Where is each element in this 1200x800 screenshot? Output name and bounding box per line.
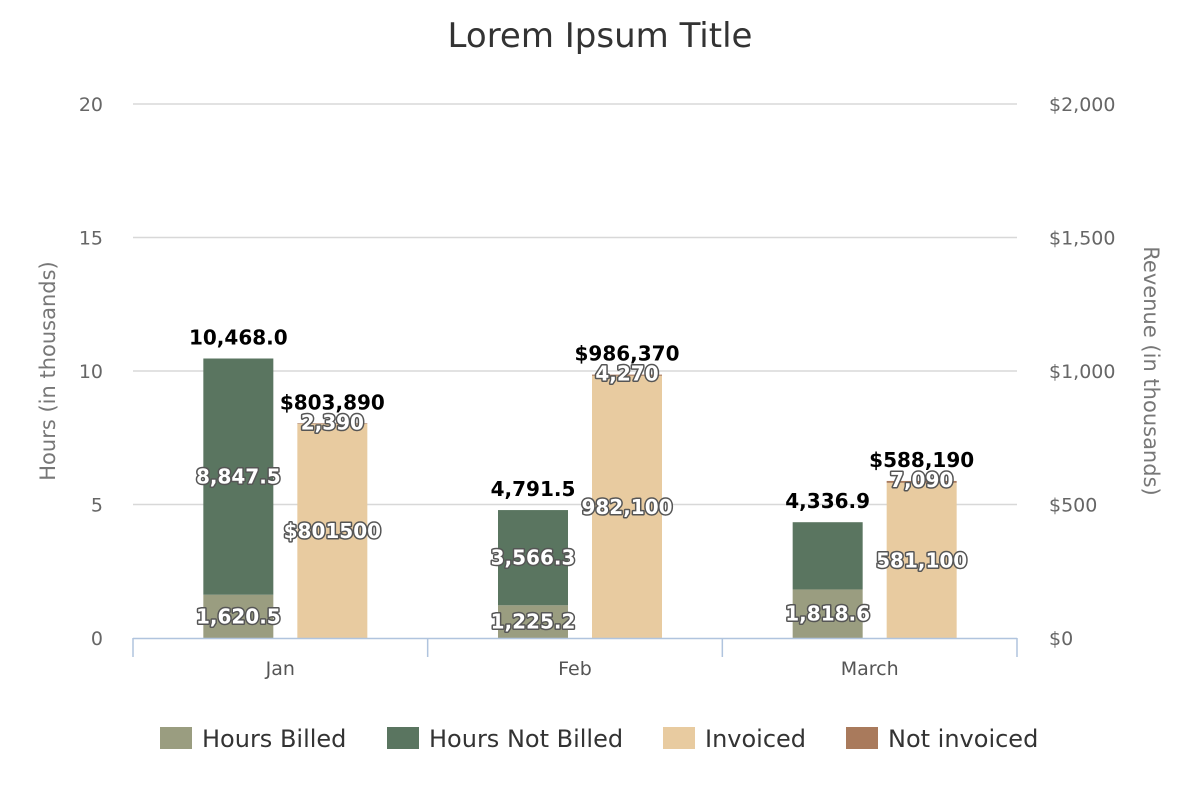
bar-hours-billed[interactable] xyxy=(498,605,568,638)
legend-item-hours-not-billed[interactable]: Hours Not Billed xyxy=(387,725,623,753)
hours-total-label: 4,791.5 xyxy=(491,477,576,501)
left-tick-label: 0 xyxy=(91,628,103,650)
segment-data-label: 2,390 xyxy=(301,410,364,434)
segment-data-label: $801500 xyxy=(284,519,381,543)
segment-data-label: 982,100 xyxy=(581,495,672,519)
legend-swatch xyxy=(663,727,695,749)
left-tick-label: 5 xyxy=(91,495,103,517)
gridlines xyxy=(133,103,1017,506)
bar-not-invoiced[interactable] xyxy=(886,480,957,483)
bar-hours-not-billed[interactable] xyxy=(498,510,568,606)
legend-item-invoiced[interactable]: Invoiced xyxy=(663,725,806,753)
segment-data-label: 4,270 xyxy=(595,362,658,386)
right-tick-label: $1,500 xyxy=(1049,228,1115,250)
segment-data-label: 8,847.5 xyxy=(196,465,281,489)
revenue-total-label: $986,370 xyxy=(574,342,679,366)
data-labels: 1,620.5 8,847.5 $801500 2,390 10,468.0 $803,8… xyxy=(189,326,974,636)
bars xyxy=(203,358,957,638)
bar-invoiced[interactable] xyxy=(297,423,368,638)
left-tick-label: 10 xyxy=(79,361,103,383)
right-tick-label: $1,000 xyxy=(1049,361,1115,383)
bar-not-invoiced[interactable] xyxy=(592,374,662,376)
hours-total-label: 10,468.0 xyxy=(189,326,288,350)
left-tick-label: 15 xyxy=(79,228,103,250)
legend-label: Hours Not Billed xyxy=(429,725,623,753)
legend[interactable]: Hours Billed Hours Not Billed Invoiced Not … xyxy=(160,725,1038,753)
right-tick-label: $0 xyxy=(1049,628,1073,650)
right-axis-title: Revenue (in thousands) xyxy=(1139,246,1163,495)
bar-hours-not-billed[interactable] xyxy=(792,522,863,590)
segment-data-label: 1,818.6 xyxy=(785,602,870,626)
revenue-total-label: $588,190 xyxy=(869,448,974,472)
category-label: Feb xyxy=(558,658,592,680)
bar-hours-not-billed[interactable] xyxy=(203,358,274,595)
segment-data-label: 1,620.5 xyxy=(196,604,281,628)
legend-swatch xyxy=(846,727,878,749)
left-tick-label: 20 xyxy=(79,94,103,116)
bar-invoiced[interactable] xyxy=(886,482,957,638)
bar-hours-billed[interactable] xyxy=(203,594,274,638)
bar-hours-billed[interactable] xyxy=(792,589,863,638)
hours-total-label: 4,336.9 xyxy=(785,489,870,513)
category-label: Jan xyxy=(265,658,295,680)
left-axis-title: Hours (in thousands) xyxy=(36,261,60,481)
legend-label: Invoiced xyxy=(705,725,806,753)
legend-label: Not invoiced xyxy=(888,725,1038,753)
revenue-total-label: $803,890 xyxy=(280,390,385,414)
bar-invoiced[interactable] xyxy=(592,375,662,638)
chart-title: Lorem Ipsum Title xyxy=(448,16,753,56)
legend-swatch xyxy=(160,727,192,749)
legend-swatch xyxy=(387,727,419,749)
right-tick-label: $2,000 xyxy=(1049,94,1115,116)
bar-not-invoiced[interactable] xyxy=(297,423,368,424)
right-tick-label: $500 xyxy=(1049,495,1097,517)
segment-data-label: 581,100 xyxy=(876,548,967,572)
axes: 0 5 10 15 20 $0 $500 $1,000 $1,500 $2,000 Hours (i… xyxy=(36,94,1163,680)
legend-label: Hours Billed xyxy=(202,725,346,753)
legend-item-not-invoiced[interactable]: Not invoiced xyxy=(846,725,1038,753)
legend-item-hours-billed[interactable]: Hours Billed xyxy=(160,725,346,753)
segment-data-label: 7,090 xyxy=(890,468,953,492)
segment-data-label: 3,566.3 xyxy=(491,546,576,570)
segment-data-label: 1,225.2 xyxy=(491,610,576,634)
category-label: March xyxy=(841,658,899,680)
